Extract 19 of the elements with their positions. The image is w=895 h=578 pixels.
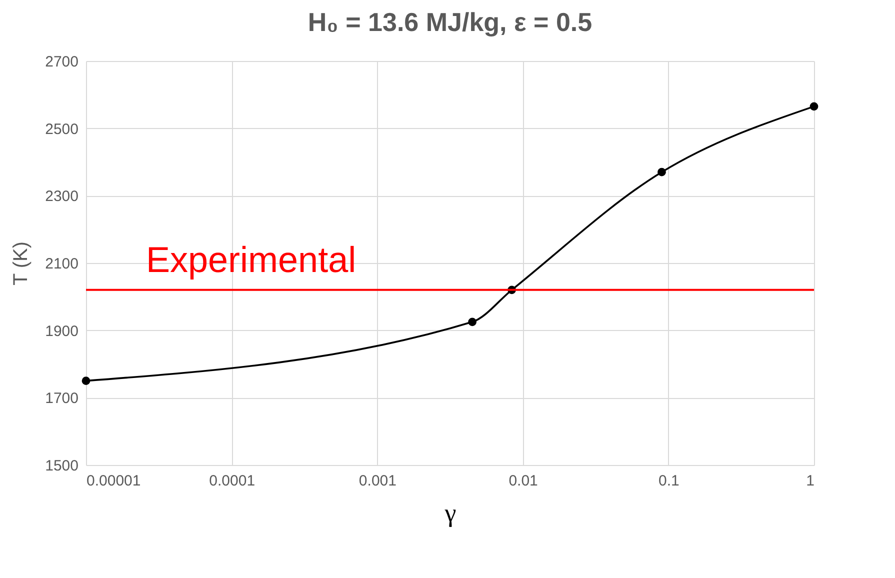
y-tick-label: 1700 — [45, 390, 78, 408]
x-tick-label: 0.1 — [658, 472, 680, 490]
y-axis-title: T (K) — [10, 241, 32, 286]
chart-title: H₀ = 13.6 MJ/kg, ε = 0.5 — [308, 7, 592, 37]
x-tick-label: 0.0001 — [209, 472, 256, 490]
y-tick-label: 1900 — [45, 322, 78, 340]
y-tick-label: 2100 — [45, 256, 78, 272]
point — [658, 168, 666, 176]
y-tick-label: 1500 — [45, 458, 78, 474]
point — [810, 102, 818, 111]
ref-line-label: Experimental — [146, 238, 356, 280]
x-tick-label: 0.00001 — [86, 472, 141, 490]
x-tick-label: 0.001 — [358, 472, 396, 490]
x-tick-label: 1 — [806, 472, 814, 490]
y-tick-label: 2500 — [45, 120, 78, 138]
y-tick-label: 2300 — [45, 188, 78, 206]
x-tick-label: 0.01 — [508, 472, 538, 490]
x-axis-title: γ — [444, 498, 456, 528]
y-tick-label: 2700 — [45, 54, 78, 70]
